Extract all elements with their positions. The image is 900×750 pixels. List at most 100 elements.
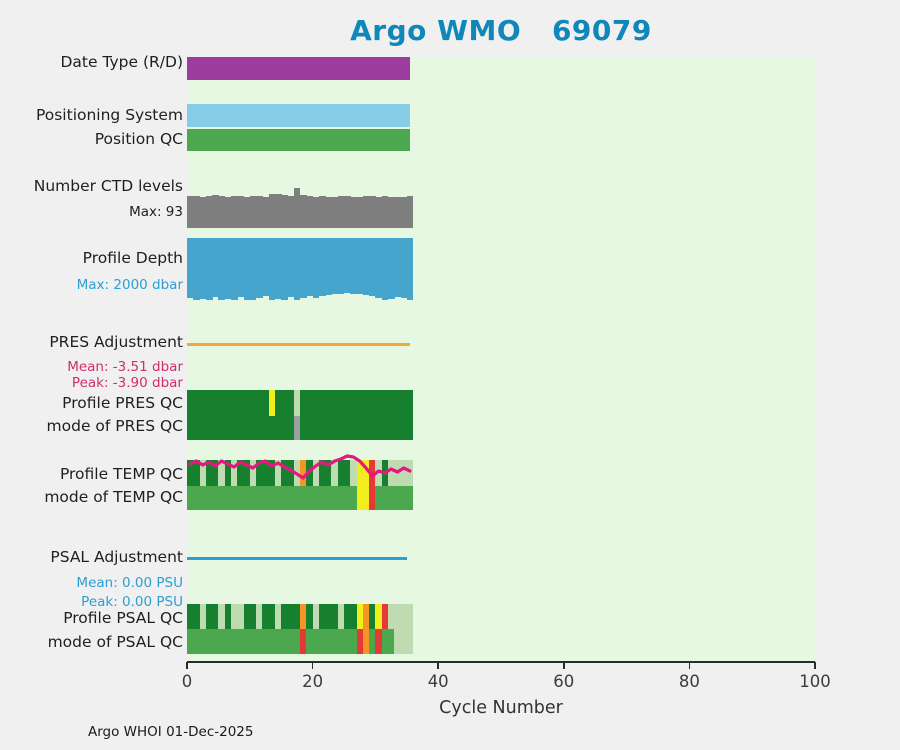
qc-cell-psal_qc-row1	[262, 629, 270, 654]
bar-profile_depth	[387, 238, 395, 300]
bar-n_ctd	[243, 197, 251, 228]
qc-cell-psal_qc-row0	[205, 604, 213, 629]
qc-cell-pres_qc-row0	[212, 390, 219, 416]
label-temp_qc-0: Profile TEMP QC	[59, 465, 183, 484]
label-date_type-0: Date Type (R/D)	[60, 53, 183, 72]
bar-profile_depth	[394, 238, 401, 297]
bar-profile_depth	[356, 238, 364, 295]
qc-cell-psal_qc-row1	[243, 629, 251, 654]
qc-cell-pres_qc-row0	[205, 390, 213, 416]
bar-profile_depth	[256, 238, 263, 299]
bar-n_ctd	[218, 196, 226, 228]
qc-cell-temp_qc-row1	[356, 486, 364, 510]
qc-cell-pres_qc-row1	[224, 416, 232, 440]
qc-cell-psal_qc-row1	[193, 629, 200, 654]
qc-cell-psal_qc-row1	[306, 629, 313, 654]
qc-cell-temp_qc-row1	[193, 486, 200, 510]
qc-cell-temp_qc-row1	[287, 486, 295, 510]
qc-cell-psal_qc-row1	[187, 629, 194, 654]
qc-cell-pres_qc-row0	[293, 390, 301, 416]
x-tick-label: 60	[553, 672, 575, 691]
plot-area	[187, 57, 815, 662]
x-tick	[437, 662, 439, 669]
qc-cell-pres_qc-row1	[230, 416, 238, 440]
bar-profile_depth	[287, 238, 295, 297]
label-profile_depth-0: Profile Depth	[82, 249, 183, 268]
qc-cell-pres_qc-row0	[199, 390, 207, 416]
bar-n_ctd	[331, 196, 339, 228]
qc-cell-temp_qc-row1	[312, 486, 320, 510]
qc-cell-psal_qc-row1	[312, 629, 320, 654]
qc-cell-pres_qc-row1	[237, 416, 244, 440]
bar-profile_depth	[300, 238, 307, 299]
qc-cell-pres_qc-row0	[362, 390, 370, 416]
band-date_type	[187, 57, 410, 80]
x-tick	[311, 662, 314, 669]
bar-n_ctd	[300, 195, 307, 228]
qc-cell-psal_qc-row0	[350, 604, 357, 629]
label-pres_adjustment-0: PRES Adjustment	[49, 333, 183, 352]
bar-profile_depth	[281, 238, 288, 300]
label-n_ctd-0: Number CTD levels	[33, 177, 183, 196]
bar-profile_depth	[337, 238, 345, 294]
qc-cell-temp_qc-row1	[230, 486, 238, 510]
bar-n_ctd	[356, 197, 364, 228]
qc-cell-psal_qc-row0	[344, 604, 351, 629]
bar-profile_depth	[312, 238, 320, 298]
qc-cell-pres_qc-row0	[268, 390, 276, 416]
x-tick-label: 100	[799, 672, 831, 691]
qc-cell-pres_qc-row0	[331, 390, 339, 416]
bar-n_ctd	[287, 196, 295, 228]
bar-profile_depth	[249, 238, 257, 300]
bar-n_ctd	[293, 188, 301, 228]
qc-cell-psal_qc-row0	[243, 604, 251, 629]
bar-profile_depth	[218, 238, 226, 300]
qc-cell-psal_qc-row0	[375, 604, 383, 629]
bar-n_ctd	[274, 193, 282, 228]
qc-cell-pres_qc-row1	[387, 416, 395, 440]
qc-cell-psal_qc-row1	[356, 629, 364, 654]
qc-cell-pres_qc-row1	[331, 416, 339, 440]
qc-cell-pres_qc-row0	[224, 390, 232, 416]
qc-cell-psal_qc-row1	[281, 629, 288, 654]
qc-cell-pres_qc-row0	[375, 390, 383, 416]
qc-cell-pres_qc-row1	[381, 416, 389, 440]
bar-n_ctd	[337, 196, 345, 228]
bar-n_ctd	[187, 196, 194, 228]
qc-cell-temp_qc-row1	[281, 486, 288, 510]
qc-cell-pres_qc-row1	[350, 416, 357, 440]
qc-cell-pres_qc-row0	[187, 390, 194, 416]
bar-n_ctd	[224, 196, 232, 228]
qc-cell-temp_qc-row1	[331, 486, 339, 510]
qc-cell-temp_qc-row1	[218, 486, 226, 510]
qc-cell-psal_qc-row1	[344, 629, 351, 654]
qc-cell-pres_qc-row0	[281, 390, 288, 416]
qc-cell-psal_qc-row1	[293, 629, 301, 654]
qc-cell-psal_qc-row0	[400, 604, 408, 629]
qc-cell-pres_qc-row1	[193, 416, 200, 440]
qc-cell-pres_qc-row0	[306, 390, 313, 416]
bar-profile_depth	[400, 238, 408, 299]
bar-profile_depth	[243, 238, 251, 300]
qc-cell-pres_qc-row1	[268, 416, 276, 440]
qc-cell-psal_qc-row1	[369, 629, 376, 654]
qc-cell-psal_qc-row0	[300, 604, 307, 629]
qc-cell-psal_qc-row1	[287, 629, 295, 654]
bar-n_ctd	[400, 196, 408, 228]
qc-cell-psal_qc-row0	[381, 604, 389, 629]
qc-cell-pres_qc-row0	[274, 390, 282, 416]
bar-n_ctd	[193, 195, 200, 228]
label-n_ctd-1: Max: 93	[129, 203, 183, 220]
label-pres_adjustment-1: Mean: -3.51 dbar	[67, 358, 183, 375]
bar-profile_depth	[237, 238, 244, 297]
qc-cell-pres_qc-row0	[243, 390, 251, 416]
bar-n_ctd	[344, 195, 351, 228]
qc-cell-psal_qc-row0	[369, 604, 376, 629]
bar-n_ctd	[375, 196, 383, 228]
label-position_qc-0: Position QC	[94, 130, 183, 149]
label-temp_qc-1: mode of TEMP QC	[44, 488, 183, 507]
qc-cell-psal_qc-row0	[406, 604, 414, 629]
label-profile_depth-1: Max: 2000 dbar	[76, 276, 183, 293]
qc-cell-temp_qc-row1	[350, 486, 357, 510]
bar-profile_depth	[187, 238, 194, 299]
